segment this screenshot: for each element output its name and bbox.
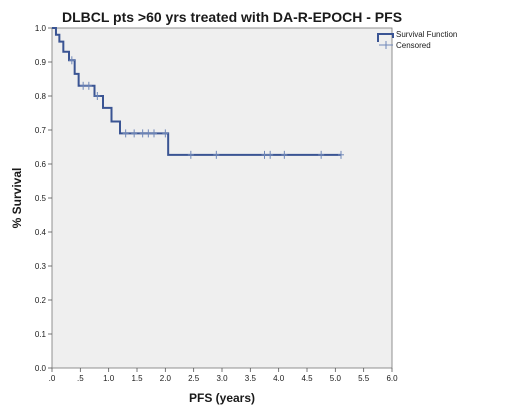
censor-mark <box>162 129 169 138</box>
chart-title: DLBCL pts >60 yrs treated with DA-R-EPOC… <box>62 9 402 25</box>
survival-function-line <box>52 27 341 156</box>
legend-survival-label: Survival Function <box>396 30 457 39</box>
censor-mark <box>94 92 101 100</box>
censor-mark <box>145 129 152 138</box>
censored-marks <box>68 56 344 159</box>
x-tick-label: 3.5 <box>245 374 257 383</box>
y-tick-label: 0.4 <box>35 228 47 237</box>
censor-mark <box>338 150 344 159</box>
y-tick-label: 0.9 <box>35 58 47 67</box>
censor-mark <box>318 150 325 159</box>
x-tick-label: 3.0 <box>216 374 228 383</box>
censor-mark <box>85 81 92 90</box>
y-tick-label: 1.0 <box>35 24 47 33</box>
censor-mark <box>68 56 75 65</box>
x-tick-label: 6.0 <box>386 374 398 383</box>
censor-mark <box>187 150 194 159</box>
y-tick-label: 0.1 <box>35 330 47 339</box>
y-tick-label: 0.3 <box>35 262 47 271</box>
censor-mark <box>267 150 274 159</box>
x-tick-label: 4.5 <box>301 374 313 383</box>
censor-mark <box>131 129 138 138</box>
x-axis-label: PFS (years) <box>189 391 255 405</box>
censor-mark <box>122 129 129 138</box>
legend-censored-label: Censored <box>396 41 431 50</box>
legend-survival-swatch <box>377 33 394 42</box>
y-axis: 0.0 0.1 0.2 0.3 0.4 0.5 0.6 0.7 0.8 0.9 1.0 <box>35 24 52 373</box>
censor-mark <box>139 129 146 138</box>
censor-mark <box>80 81 87 90</box>
y-tick-label: 0.6 <box>35 160 47 169</box>
y-tick-label: 0.2 <box>35 296 47 305</box>
censor-mark <box>151 129 157 138</box>
x-tick-label: 5.0 <box>330 374 342 383</box>
x-tick-label: 2.0 <box>160 374 172 383</box>
censor-mark <box>261 150 268 159</box>
x-tick-label: 4.0 <box>273 374 285 383</box>
y-tick-label: 0.0 <box>35 364 47 373</box>
x-axis: .0 .5 1.0 1.5 2.0 2.5 3.0 3.5 4.0 4.5 5.0 5.5 6.0 <box>49 368 398 383</box>
plot-area <box>51 27 393 369</box>
x-tick-label: .0 <box>49 374 56 383</box>
censor-mark <box>281 150 288 159</box>
x-tick-label: 5.5 <box>358 374 370 383</box>
x-tick-label: 2.5 <box>188 374 200 383</box>
legend-censored-swatch <box>379 41 393 49</box>
y-tick-label: 0.7 <box>35 126 47 135</box>
y-axis-label: % Survival <box>10 168 24 229</box>
y-tick-label: 0.5 <box>35 194 47 203</box>
censor-mark <box>213 150 220 159</box>
x-tick-label: .5 <box>77 374 84 383</box>
y-tick-label: 0.8 <box>35 92 47 101</box>
legend: Survival Function Censored <box>377 30 457 50</box>
x-tick-label: 1.5 <box>131 374 143 383</box>
x-tick-label: 1.0 <box>103 374 115 383</box>
